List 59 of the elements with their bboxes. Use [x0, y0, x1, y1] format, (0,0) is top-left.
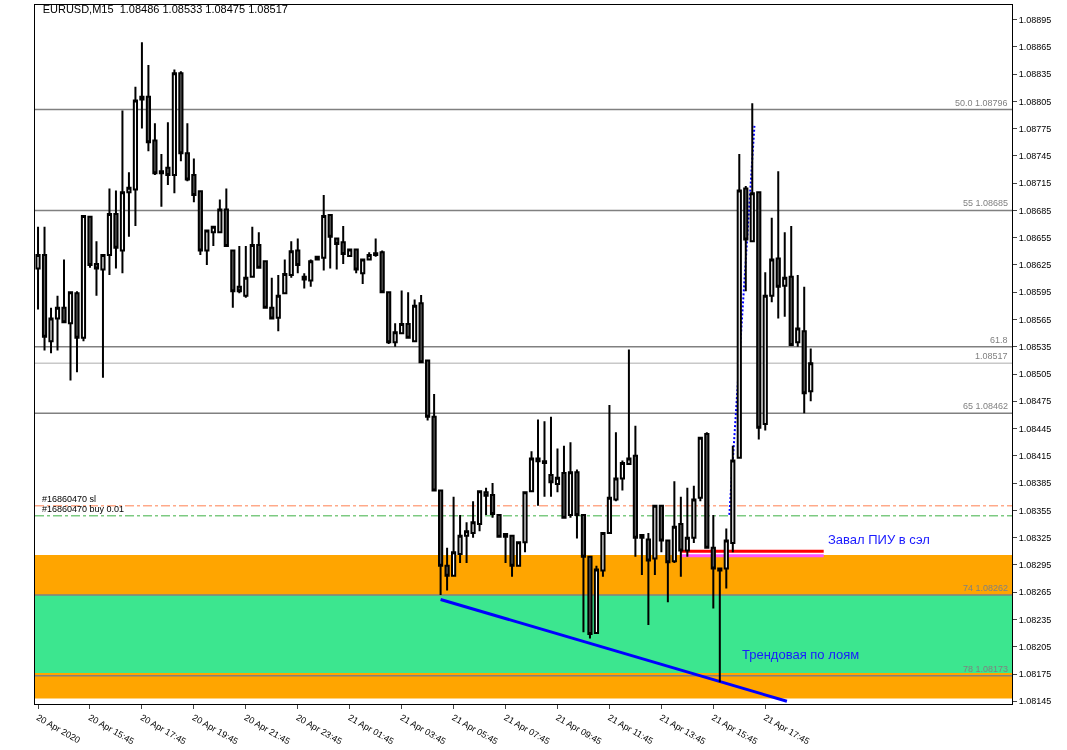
y-tick-label: 1.08235	[1018, 614, 1052, 625]
ref-line-label: #16860470 sl	[42, 494, 97, 504]
chart-title: EURUSD,M15 1.08486 1.08533 1.08475 1.08517	[42, 2, 288, 15]
y-tick-label: 1.08895	[1018, 14, 1052, 25]
candlestick	[327, 213, 333, 270]
x-tick-label: 20 Apr 23:45	[294, 712, 344, 747]
ref-line-label: 65 1.08462	[963, 401, 1009, 411]
x-tick-label: 21 Apr 13:45	[658, 712, 708, 747]
candlestick	[275, 273, 281, 333]
x-tick-label: 20 Apr 2020	[34, 712, 82, 746]
y-tick-label: 1.08205	[1018, 641, 1052, 652]
y-tick-label: 1.08265	[1018, 587, 1052, 598]
x-tick-label: 21 Apr 11:45	[606, 712, 655, 747]
ref-line-label: 78 1.08173	[963, 664, 1009, 674]
annotation: Трендовая по лоям	[742, 647, 860, 662]
ref-line-label: #16860470 buy 0.01	[42, 504, 125, 514]
x-tick-label: 20 Apr 17:45	[138, 712, 188, 747]
x-tick-label: 21 Apr 05:45	[450, 712, 500, 747]
x-tick-label: 21 Apr 15:45	[710, 712, 760, 747]
y-tick-label: 1.08175	[1018, 669, 1052, 680]
y-tick-label: 1.08595	[1018, 287, 1052, 298]
y-tick-label: 1.08775	[1018, 123, 1052, 134]
x-tick-label: 20 Apr 19:45	[190, 712, 240, 747]
ref-line-label: 74 1.08262	[963, 583, 1009, 593]
x-tick-label: 21 Apr 03:45	[398, 712, 448, 747]
ref-line-label: 50.0 1.08796	[955, 98, 1008, 108]
y-tick-label: 1.08355	[1018, 505, 1052, 516]
candlestick	[334, 236, 340, 271]
y-tick-label: 1.08865	[1018, 41, 1052, 52]
x-tick-label: 21 Apr 01:45	[346, 712, 396, 747]
y-tick-label: 1.08475	[1018, 396, 1052, 407]
y-tick-label: 1.08715	[1018, 178, 1052, 189]
y-tick-label: 1.08385	[1018, 478, 1052, 489]
y-tick-label: 1.08445	[1018, 423, 1052, 434]
x-tick-label: 21 Apr 17:45	[762, 712, 812, 747]
annotation: 61.8	[990, 335, 1008, 345]
x-tick-label: 21 Apr 09:45	[554, 712, 604, 747]
y-tick-label: 1.08535	[1018, 341, 1052, 352]
y-tick-label: 1.08295	[1018, 560, 1052, 571]
y-tick-label: 1.08625	[1018, 260, 1052, 271]
y-tick-label: 1.08835	[1018, 69, 1052, 80]
ref-line-label: 1.08517	[975, 351, 1008, 361]
y-tick-label: 1.08505	[1018, 369, 1052, 380]
y-tick-label: 1.08655	[1018, 232, 1052, 243]
x-tick-label: 20 Apr 15:45	[86, 712, 136, 747]
candlestick	[282, 258, 288, 295]
candlestick	[223, 187, 229, 247]
y-tick-label: 1.08415	[1018, 451, 1052, 461]
y-tick-label: 1.08685	[1018, 205, 1052, 216]
x-tick-label: 20 Apr 21:45	[242, 712, 292, 747]
ref-line-label: 55 1.08685	[963, 198, 1009, 208]
candlestick	[230, 249, 236, 309]
y-tick-label: 1.08745	[1018, 151, 1052, 162]
y-tick-label: 1.08565	[1018, 314, 1052, 325]
annotation: Завал ПИУ в сэл	[828, 532, 930, 547]
y-tick-label: 1.08145	[1018, 696, 1052, 707]
y-tick-label: 1.08805	[1018, 96, 1052, 107]
x-tick-label: 21 Apr 07:45	[502, 712, 552, 747]
y-tick-label: 1.08325	[1018, 532, 1052, 543]
